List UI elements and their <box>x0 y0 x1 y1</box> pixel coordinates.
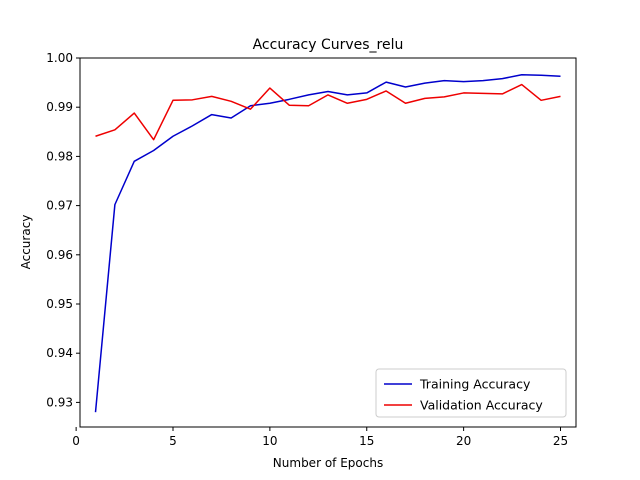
legend-label: Training Accuracy <box>419 377 531 392</box>
y-tick-label: 0.94 <box>46 346 73 360</box>
x-tick-label: 10 <box>262 434 277 448</box>
y-tick-label: 0.99 <box>46 100 73 114</box>
x-tick-label: 0 <box>72 434 80 448</box>
legend-label: Validation Accuracy <box>420 398 543 413</box>
y-tick-label: 0.98 <box>46 149 73 163</box>
y-tick-label: 0.96 <box>46 248 73 262</box>
x-tick-label: 25 <box>553 434 568 448</box>
y-tick-label: 0.93 <box>46 395 73 409</box>
x-tick-label: 5 <box>169 434 177 448</box>
training-accuracy-line <box>94 73 561 413</box>
y-tick-label: 0.95 <box>46 297 73 311</box>
y-axis-label: Accuracy <box>19 215 33 270</box>
legend: Training Accuracy Validation Accuracy <box>375 368 567 418</box>
legend-box <box>375 368 567 418</box>
plot-frame <box>79 57 577 428</box>
chart-title: Accuracy Curves_relu <box>253 37 404 53</box>
x-axis-label: Number of Epochs <box>273 456 383 470</box>
y-tick-label: 0.97 <box>46 199 73 213</box>
x-tick-label: 20 <box>456 434 471 448</box>
x-tick-label: 15 <box>359 434 374 448</box>
validation-accuracy-line <box>95 83 561 141</box>
y-tick-label: 1.00 <box>46 51 73 65</box>
